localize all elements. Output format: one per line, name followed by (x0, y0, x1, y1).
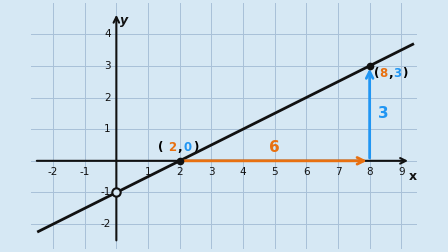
Text: 2: 2 (168, 141, 177, 154)
Text: -1: -1 (100, 187, 111, 198)
Text: -1: -1 (79, 167, 90, 177)
Text: 2: 2 (104, 92, 111, 103)
Text: 4: 4 (240, 167, 246, 177)
Text: x: x (408, 170, 417, 183)
Text: y: y (120, 14, 128, 27)
Text: 9: 9 (398, 167, 405, 177)
Text: ,: , (178, 141, 182, 154)
Text: 6: 6 (303, 167, 310, 177)
Text: (: ( (158, 141, 164, 154)
Text: -2: -2 (100, 219, 111, 229)
Text: 1: 1 (145, 167, 151, 177)
Text: -2: -2 (48, 167, 58, 177)
Text: 4: 4 (104, 29, 111, 39)
Text: 2: 2 (177, 167, 183, 177)
Text: 1: 1 (104, 124, 111, 134)
Text: 0: 0 (184, 141, 192, 154)
Text: 6: 6 (269, 140, 280, 155)
Text: 8: 8 (366, 167, 373, 177)
Text: 3: 3 (208, 167, 215, 177)
Text: ): ) (193, 141, 198, 154)
Text: 3: 3 (393, 68, 401, 80)
Text: ): ) (402, 68, 407, 80)
Text: (: ( (375, 68, 380, 80)
Text: 7: 7 (335, 167, 341, 177)
Text: ,: , (388, 68, 392, 80)
Text: 8: 8 (379, 68, 387, 80)
Text: 3: 3 (104, 61, 111, 71)
Text: 3: 3 (378, 106, 388, 121)
Text: 5: 5 (271, 167, 278, 177)
